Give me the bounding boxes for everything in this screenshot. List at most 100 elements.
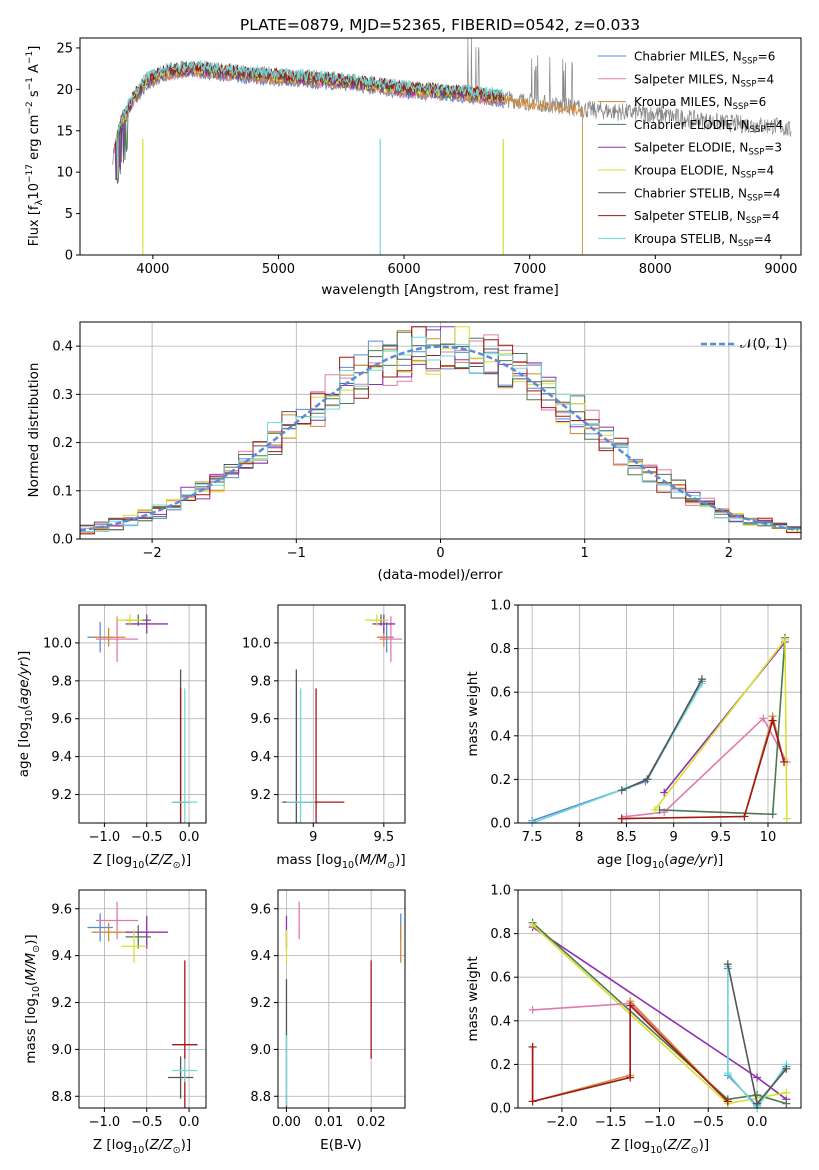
spectrum-x-label: wavelength [Angstrom, rest frame] [321, 282, 559, 298]
residuals-legend-label: 𝒩(0, 1) [740, 337, 787, 352]
residuals-ytick-label: 0.0 [52, 533, 73, 548]
weight-vs-Z-panel: −2.0 −1.5 −1.0 −0.5 0.0 0.0 0.2 0.4 0.6 0.8 1.0 Z … [465, 884, 802, 1156]
weight-vs-age-point-marker [660, 788, 669, 797]
mass-vs-EBV-ytick-label: 8.8 [250, 1090, 271, 1105]
weight-vs-age-xtick-label: 8 [575, 830, 583, 845]
weight-vs-age-x-label: age [log10(age/yr)] [597, 852, 723, 871]
spectrum-legend-label: Kroupa ELODIE, NSSP=4 [634, 164, 774, 181]
residuals-xtick-label: 0 [436, 546, 444, 561]
weight-vs-age-point-marker [768, 716, 777, 725]
age-vs-mass-x-label: mass [log10(M/M⊙)] [276, 852, 405, 871]
age-vs-Z-ytick-label: 9.2 [51, 788, 72, 803]
mass-vs-Z-ytick-label: 9.4 [51, 949, 72, 964]
residuals-y-label: Normed distribution [26, 363, 42, 498]
spectrum-legend-label: Chabrier ELODIE, NSSP=4 [634, 118, 783, 135]
residuals-x-label: (data-model)/error [377, 567, 503, 583]
weight-vs-Z-point-marker [626, 1073, 635, 1082]
weight-vs-age-point-marker [782, 814, 791, 823]
weight-vs-Z-ytick-label: 0.8 [490, 927, 511, 942]
weight-vs-Z-xtick-label: −1.5 [595, 1115, 627, 1130]
weight-vs-age-ytick-label: 0.4 [490, 729, 511, 744]
age-vs-Z-y-label: age [log10(age/yr)] [16, 651, 35, 777]
weight-vs-age-series-line [621, 717, 785, 820]
mass-vs-EBV-xtick-label: 0.02 [357, 1115, 386, 1130]
weight-vs-Z-point-marker [753, 1099, 762, 1108]
age-vs-mass-ytick-label: 10.0 [242, 636, 271, 651]
mass-vs-EBV-ytick-label: 9.2 [250, 996, 271, 1011]
weight-vs-age-plot-area: 7.5 8 8.5 9 9.5 10 0.0 0.2 0.4 0.6 0.8 1.0 [490, 599, 801, 845]
weight-vs-age-point-marker [768, 810, 777, 819]
weight-vs-Z-y-label: mass weight [465, 956, 481, 1041]
residuals-xtick-label: −1 [287, 546, 306, 561]
weight-vs-Z-plot-area: −2.0 −1.5 −1.0 −0.5 0.0 0.0 0.2 0.4 0.6 0.8 1.0 [490, 884, 801, 1130]
weight-vs-Z-ytick-label: 0.2 [490, 1058, 511, 1073]
weight-vs-Z-ytick-label: 0.0 [490, 1102, 511, 1117]
age-vs-mass-xtick-label: 9 [309, 830, 317, 845]
spectrum-xtick-label: 5000 [262, 262, 295, 277]
weight-vs-Z-point-marker [528, 1097, 537, 1106]
mass-vs-EBV-plot-area: 0.00 0.01 0.02 8.8 9.0 9.2 9.4 9.6 [250, 890, 405, 1130]
spectrum-legend-label: Chabrier MILES, NSSP=6 [634, 50, 775, 67]
figure-title: PLATE=0879, MJD=52365, FIBERID=0542, z=0… [240, 16, 640, 34]
mass-vs-Z-ytick-label: 9.6 [51, 902, 72, 917]
age-vs-mass-ytick-label: 9.4 [250, 750, 271, 765]
age-vs-Z-plot-area: −1.0 −0.5 0.0 9.2 9.4 9.6 9.8 10.0 [43, 605, 206, 845]
weight-vs-Z-point-marker [626, 1001, 635, 1010]
weight-vs-age-point-marker [759, 714, 768, 723]
spectrum-ytick-label: 15 [56, 124, 73, 139]
spectrum-ytick-label: 0 [65, 249, 73, 264]
weight-vs-Z-point-marker [782, 1099, 791, 1108]
weight-vs-age-panel: 7.5 8 8.5 9 9.5 10 0.0 0.2 0.4 0.6 0.8 1.0 age [log… [465, 599, 802, 871]
age-vs-Z-ytick-label: 9.6 [51, 712, 72, 727]
residuals-panel: −2 −1 0 1 2 0.0 0.1 0.2 0.3 0.4 (data-model)/erro… [26, 321, 802, 583]
weight-vs-Z-point-marker [723, 960, 732, 969]
weight-vs-Z-xtick-label: 0.0 [747, 1115, 768, 1130]
weight-vs-age-point-marker [643, 775, 652, 784]
weight-vs-age-point-marker [740, 812, 749, 821]
spectrum-legend-label: Salpeter MILES, NSSP=4 [634, 72, 774, 89]
age-vs-Z-x-label: Z [log10(Z/Z⊙)] [93, 852, 191, 871]
mass-vs-EBV-ytick-label: 9.6 [250, 902, 271, 917]
mass-vs-Z-panel: −1.0 −0.5 0.0 8.8 9.0 9.2 9.4 9.6 Z [log10(Z/Z⊙… [23, 889, 207, 1156]
mass-vs-Z-x-label: Z [log10(Z/Z⊙)] [93, 1137, 191, 1156]
mass-vs-EBV-xtick-label: 0.01 [314, 1115, 343, 1130]
weight-vs-Z-point-marker [723, 1097, 732, 1106]
spectrum-data-line [112, 37, 792, 171]
spectrum-legend-label: Kroupa STELIB, NSSP=4 [634, 232, 772, 249]
weight-vs-Z-x-label: Z [log10(Z/Z⊙)] [611, 1137, 709, 1156]
weight-vs-age-xtick-label: 9 [670, 830, 678, 845]
weight-vs-age-xtick-label: 9.5 [710, 830, 731, 845]
weight-vs-age-ytick-label: 0.0 [490, 817, 511, 832]
weight-vs-age-xtick-label: 8.5 [616, 830, 637, 845]
weight-vs-Z-xtick-label: −1.0 [644, 1115, 676, 1130]
residuals-legend: 𝒩(0, 1) [701, 337, 787, 352]
residuals-plot-area: −2 −1 0 1 2 0.0 0.1 0.2 0.3 0.4 [52, 322, 801, 561]
spectrum-legend-label: Salpeter STELIB, NSSP=4 [634, 209, 779, 226]
spectrum-ytick-label: 10 [56, 166, 73, 181]
age-vs-mass-ytick-label: 9.6 [250, 712, 271, 727]
age-vs-Z-ytick-label: 10.0 [43, 636, 72, 651]
spectrum-legend-label: Chabrier STELIB, NSSP=4 [634, 186, 781, 203]
weight-vs-Z-xtick-label: −0.5 [693, 1115, 725, 1130]
weight-vs-Z-ytick-label: 0.4 [490, 1014, 511, 1029]
weight-vs-age-ytick-label: 1.0 [490, 599, 511, 614]
residuals-ytick-label: 0.3 [52, 388, 73, 403]
weight-vs-Z-ytick-label: 1.0 [490, 884, 511, 899]
age-vs-mass-plot-area: 9 9.5 9.2 9.4 9.6 9.8 10.0 [242, 605, 405, 845]
weight-vs-Z-point-marker [753, 1073, 762, 1082]
spectrum-y-label: Flux [fλ10−17 erg cm−2 s−1 A−1] [25, 46, 45, 247]
mass-vs-Z-ytick-label: 8.8 [51, 1090, 72, 1105]
mass-vs-Z-plot-area: −1.0 −0.5 0.0 8.8 9.0 9.2 9.4 9.6 [51, 890, 206, 1130]
weight-vs-age-point-marker [697, 675, 706, 684]
spectrum-plot-area: 4000 5000 6000 7000 8000 9000 0 5 10 15 20 25 [56, 37, 797, 277]
spectrum-xtick-label: 4000 [136, 262, 169, 277]
spectrum-legend-label: Salpeter ELODIE, NSSP=3 [634, 141, 782, 158]
age-vs-mass-ytick-label: 9.2 [250, 788, 271, 803]
mass-vs-Z-y-label: mass [log10(M/M⊙)] [23, 934, 42, 1063]
age-vs-Z-ytick-label: 9.8 [51, 674, 72, 689]
residuals-ytick-label: 0.2 [52, 436, 73, 451]
weight-vs-Z-point-marker [528, 1042, 537, 1051]
weight-vs-Z-ytick-label: 0.6 [490, 971, 511, 986]
weight-vs-age-point-marker [650, 805, 659, 814]
